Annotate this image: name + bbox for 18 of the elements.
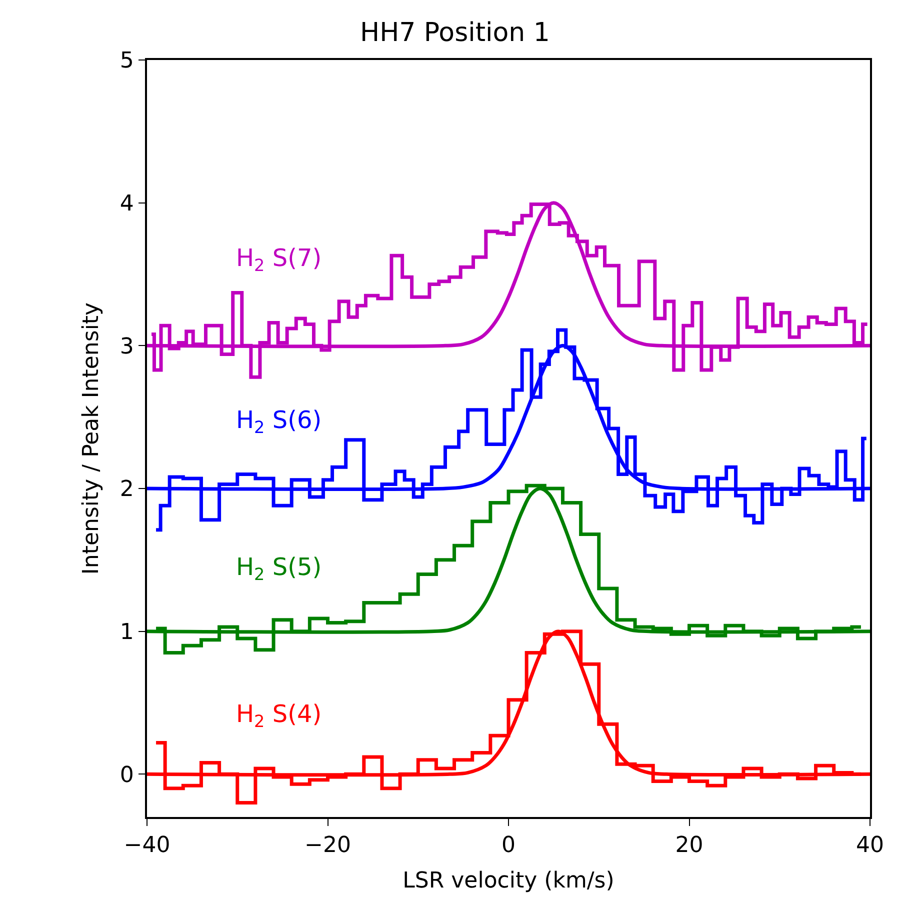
y-tick-label: 5 [120,48,134,74]
y-tick-label: 3 [120,334,134,360]
series-label: H$_{2}$ S(7) [236,244,322,276]
series-label: H$_{2}$ S(4) [236,700,322,732]
x-tick-label: 20 [675,833,704,858]
x-tick-label: 40 [856,833,884,858]
y-axis-title: Intensity / Peak Intensity [79,302,104,575]
y-tick-label: 0 [120,762,134,788]
x-tick-label: 0 [502,833,516,858]
x-tick-label: −20 [304,833,351,858]
chart-title: HH7 Position 1 [360,18,550,48]
y-tick-label: 1 [120,620,134,646]
x-axis-title: LSR velocity (km/s) [402,868,614,894]
y-tick-label: 2 [120,477,134,502]
series-label: H$_{2}$ S(5) [236,553,322,584]
y-tick-label: 4 [120,192,134,217]
series-label: H$_{2}$ S(6) [236,406,322,438]
x-tick-label: −40 [124,833,170,858]
